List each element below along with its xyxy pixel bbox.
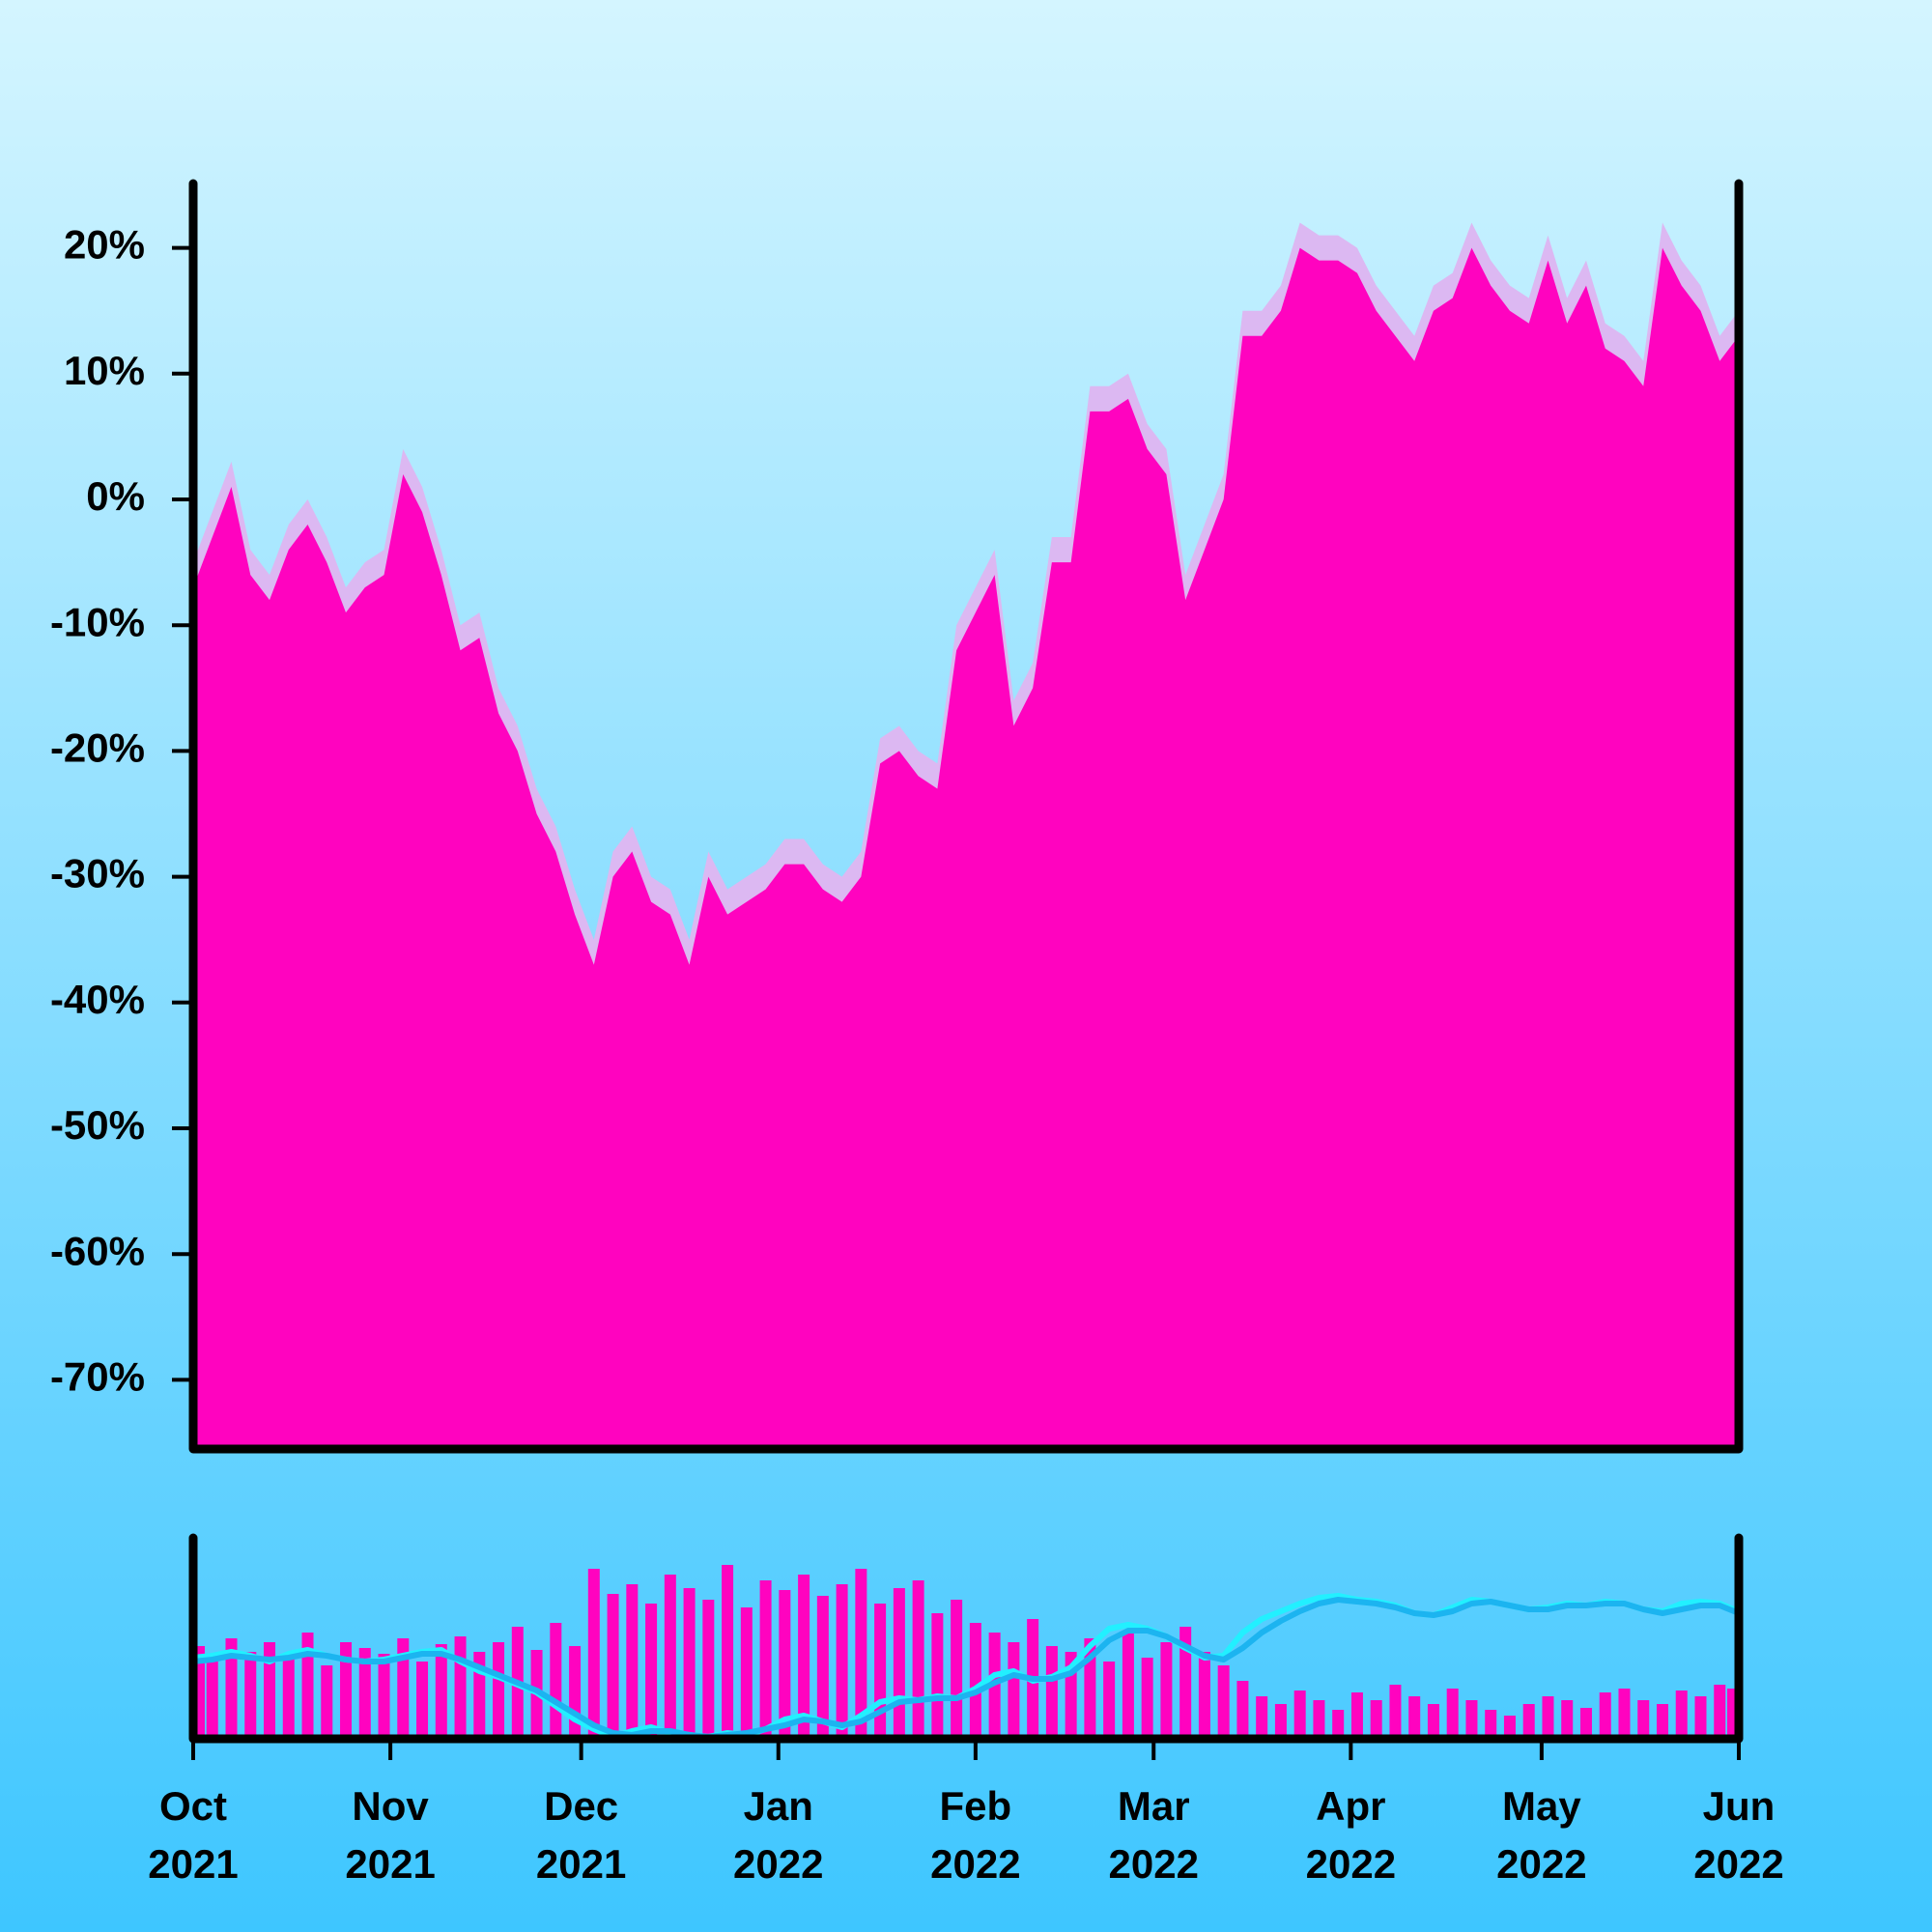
volume-bar	[626, 1584, 639, 1739]
volume-bar	[1179, 1627, 1192, 1739]
volume-bar	[1236, 1681, 1249, 1739]
volume-bar	[587, 1569, 600, 1739]
volume-bar	[1637, 1700, 1650, 1739]
y-tick-label: 0%	[86, 473, 145, 519]
volume-bar	[931, 1613, 944, 1739]
y-tick-label: -50%	[50, 1102, 145, 1148]
volume-bar	[740, 1607, 753, 1739]
volume-bar	[893, 1588, 905, 1739]
volume-bar	[1045, 1646, 1058, 1739]
volume-bar	[1008, 1642, 1020, 1739]
axis-frame	[188, 179, 1744, 1454]
x-tick-label: Nov 2021	[345, 1783, 436, 1887]
volume-bar	[244, 1652, 257, 1739]
y-tick-label: 20%	[64, 222, 145, 268]
volume-bar	[1332, 1710, 1345, 1739]
volume-bar	[1465, 1700, 1478, 1739]
volume-bar	[1274, 1704, 1287, 1739]
x-tick-label: Mar 2022	[1108, 1783, 1199, 1887]
volume-bar	[779, 1590, 791, 1739]
volume-bar	[702, 1600, 715, 1739]
volume-bar	[1141, 1658, 1153, 1739]
y-tick-label: -70%	[50, 1353, 145, 1399]
x-tick-label: Apr 2022	[1305, 1783, 1397, 1887]
volume-bar	[951, 1600, 963, 1739]
volume-bar	[340, 1642, 353, 1739]
volume-bar	[1256, 1696, 1268, 1739]
volume-bar	[416, 1662, 429, 1739]
volume-bar	[435, 1644, 447, 1739]
volume-bar	[759, 1580, 772, 1739]
volume-bar	[874, 1604, 887, 1739]
y-tick-label: 10%	[64, 348, 145, 393]
volume-bar	[378, 1654, 390, 1739]
axis-frame	[188, 1533, 1744, 1744]
volume-bar	[1599, 1692, 1611, 1739]
x-tick-label: Oct 2021	[148, 1783, 239, 1887]
volume-bar	[1122, 1633, 1134, 1739]
volume-bar	[645, 1604, 658, 1739]
volume-bar	[1618, 1689, 1631, 1739]
volume-bar	[1389, 1685, 1402, 1739]
y-tick-label: -40%	[50, 977, 145, 1022]
volume-bar	[1542, 1696, 1554, 1739]
volume-bar	[722, 1565, 734, 1739]
volume-bar	[1579, 1708, 1592, 1739]
y-tick-label: -20%	[50, 724, 145, 770]
volume-bar	[206, 1662, 218, 1739]
volume-bar	[550, 1623, 562, 1739]
volume-bar	[855, 1569, 867, 1739]
volume-bar	[816, 1596, 829, 1739]
volume-bar	[1714, 1685, 1726, 1739]
x-tick-label: Dec 2021	[535, 1783, 627, 1887]
volume-bar	[1503, 1716, 1516, 1739]
x-tick-label: Jun 2022	[1693, 1783, 1784, 1887]
volume-bar	[1160, 1642, 1173, 1739]
volume-bar	[607, 1594, 619, 1739]
volume-bar	[1561, 1700, 1574, 1739]
y-tick-label: -10%	[50, 599, 145, 644]
volume-bar	[493, 1642, 505, 1739]
volume-bar	[454, 1636, 467, 1739]
volume-bar	[282, 1658, 295, 1739]
volume-bar	[664, 1575, 676, 1739]
volume-bar	[1522, 1704, 1535, 1739]
x-tick-label: Jan 2022	[733, 1783, 824, 1887]
volume-bar	[969, 1623, 981, 1739]
volume-bar	[1198, 1652, 1210, 1739]
volume-bar	[358, 1648, 371, 1739]
volume-bar	[264, 1642, 276, 1739]
volume-bar	[1293, 1690, 1306, 1739]
volume-bar	[1485, 1710, 1497, 1739]
volume-bar	[1103, 1662, 1116, 1739]
volume-bar	[798, 1575, 810, 1739]
y-tick-label: -60%	[50, 1228, 145, 1273]
volume-bar	[1656, 1704, 1668, 1739]
volume-bar	[912, 1580, 924, 1739]
volume-bar	[225, 1638, 238, 1739]
volume-bar	[836, 1584, 848, 1739]
moving-average-line	[192, 1597, 1741, 1740]
volume-bar	[1350, 1692, 1363, 1739]
volume-bar	[1313, 1700, 1325, 1739]
volume-bar	[321, 1665, 333, 1739]
volume-bar	[683, 1588, 696, 1739]
y-tick-label: -30%	[50, 851, 145, 896]
x-tick-label: Feb 2022	[930, 1783, 1021, 1887]
volume-bar	[1427, 1704, 1439, 1739]
volume-bar	[1370, 1700, 1382, 1739]
volume-bar	[1446, 1689, 1459, 1739]
area	[193, 247, 1739, 1450]
volume-bar	[569, 1646, 582, 1739]
volume-bar	[397, 1638, 410, 1739]
volume-bar	[1408, 1696, 1421, 1739]
x-tick-label: May 2022	[1496, 1783, 1587, 1887]
volume-bar	[1675, 1690, 1688, 1739]
volume-bar	[1694, 1696, 1707, 1739]
volume-bar	[1217, 1665, 1230, 1739]
volume-bar	[301, 1633, 314, 1739]
